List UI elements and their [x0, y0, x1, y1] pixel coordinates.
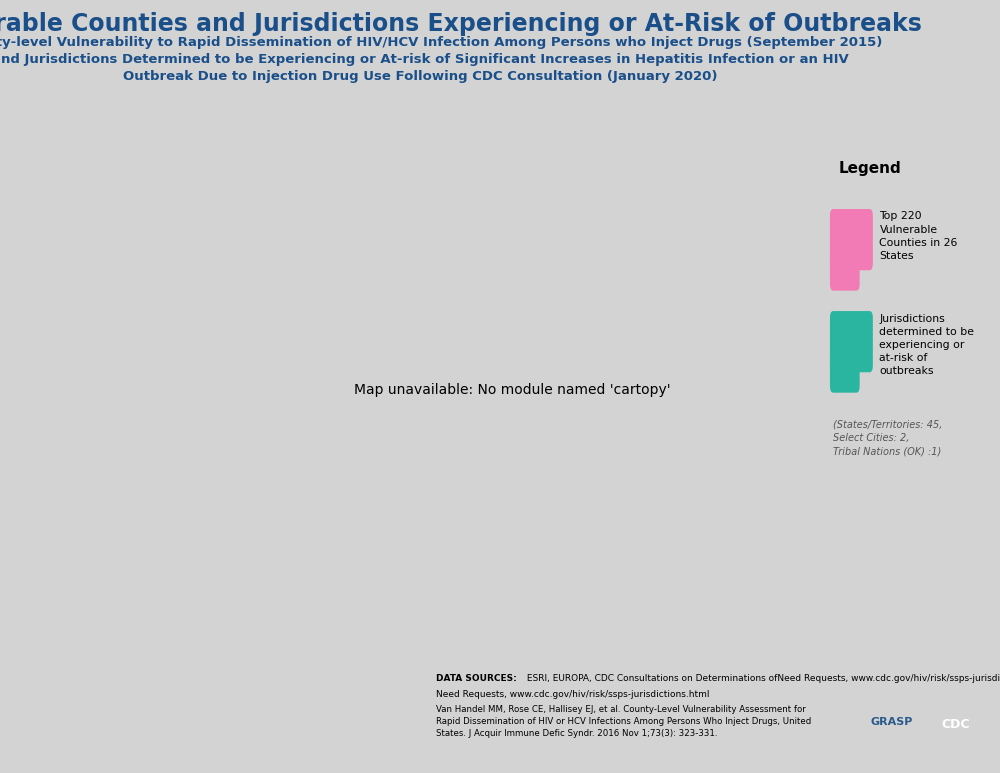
Text: (States/Territories: 45,
Select Cities: 2,
Tribal Nations (OK) :1): (States/Territories: 45, Select Cities: … [833, 420, 943, 456]
Text: GRASP: GRASP [870, 717, 912, 727]
Text: ESRI, EUROPA, CDC Consultations on Determinations ofNeed Requests, www.cdc.gov/h: ESRI, EUROPA, CDC Consultations on Deter… [524, 674, 1000, 683]
Text: Jurisdictions
determined to be
experiencing or
at-risk of
outbreaks: Jurisdictions determined to be experienc… [879, 314, 974, 376]
Text: Map unavailable: No module named 'cartopy': Map unavailable: No module named 'cartop… [354, 383, 671, 397]
Text: Need Requests, www.cdc.gov/hiv/risk/ssps-jurisdictions.html: Need Requests, www.cdc.gov/hiv/risk/ssps… [436, 690, 710, 699]
Text: CDC: CDC [941, 718, 970, 731]
Text: Vulnerable Counties and Jurisdictions Experiencing or At-Risk of Outbreaks: Vulnerable Counties and Jurisdictions Ex… [0, 12, 921, 36]
FancyBboxPatch shape [830, 311, 873, 373]
Text: Van Handel MM, Rose CE, Hallisey EJ, et al. County-Level Vulnerability Assessmen: Van Handel MM, Rose CE, Hallisey EJ, et … [436, 705, 811, 737]
Text: DATA SOURCES:: DATA SOURCES: [436, 674, 517, 683]
Text: Top 220
Vulnerable
Counties in 26
States: Top 220 Vulnerable Counties in 26 States [879, 212, 958, 261]
FancyBboxPatch shape [830, 250, 860, 291]
FancyBboxPatch shape [830, 209, 873, 271]
Text: County-level Vulnerability to Rapid Dissemination of HIV/HCV Infection Among Per: County-level Vulnerability to Rapid Diss… [0, 36, 882, 83]
Text: Legend: Legend [838, 162, 901, 176]
FancyBboxPatch shape [830, 352, 860, 393]
